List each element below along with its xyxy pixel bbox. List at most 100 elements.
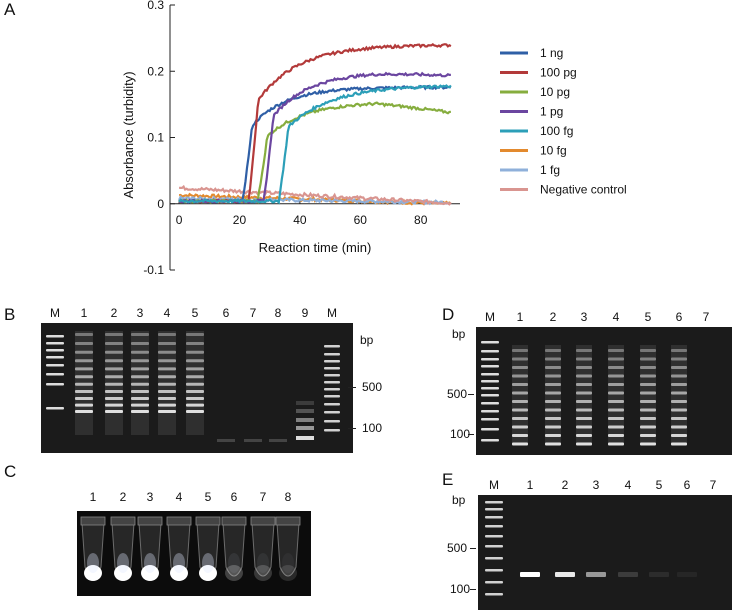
ladder-band [324,395,340,398]
ladder-band [481,341,499,344]
ladder-band [485,508,503,511]
product-band [520,572,540,577]
primer-band [244,439,262,442]
gel-b-tick-500 [348,387,356,388]
sample-lane [75,331,93,435]
gel-b-bp-100: 100 [362,421,383,435]
gel-e-lane-label: 6 [683,478,691,492]
gel-d-lane-label: M [485,310,495,324]
sample-lane [545,345,561,446]
ladder-band [481,380,499,383]
ladder-band [324,353,340,356]
gel-e-lane-label: 4 [624,478,632,492]
gel-d-lane-label: 1 [516,310,524,324]
sample-lane [131,331,149,435]
y-tick-label: -0.1 [143,263,164,277]
tube [275,516,301,581]
primer-band [269,439,287,442]
sample-lane [671,345,687,446]
gel-b-lane-label: M [327,306,337,320]
ladder-band [481,358,499,361]
gel-d-bp-unit: bp [452,327,466,341]
lane9-band [296,436,314,440]
product-band [555,572,575,577]
lane9-band [296,418,314,422]
gel-b-lane-label: 7 [249,306,257,320]
sample-lane [186,331,204,435]
ladder-band [485,501,503,504]
y-axis-label: Absorbance (turbidity) [121,71,136,198]
gel-b-lane-label: 3 [136,306,144,320]
ladder-band [46,349,64,352]
sample-lane [576,345,592,446]
turbidity-chart: -0.1 0 0.1 0.2 0.3 0 20 40 60 80 Reaction time (mi… [121,0,627,277]
ladder-band [324,388,340,391]
ladder-band [324,403,340,406]
y-tick-label: 0 [157,197,164,211]
sample-lane [158,331,176,435]
ladder-band [46,342,64,345]
gel-e-tick-100 [470,589,476,590]
sample-lane [105,331,123,435]
series-line [179,184,452,206]
ladder-band [324,429,340,432]
ladder-band [324,411,340,414]
tube [80,516,106,581]
panel-e-label: E [442,470,454,489]
gel-e-bp-500: 500 [447,541,468,555]
ladder-band [485,535,503,538]
ladder-band [485,569,503,572]
tube [195,516,221,581]
gel-b-lane-label: M [50,306,60,320]
tube-lane-label: 7 [259,490,267,504]
legend-label: 1 fg [540,163,560,177]
tube-lane-label: 4 [175,490,183,504]
gel-b-tick-100 [348,428,356,429]
tube-lane-label: 1 [89,490,97,504]
gel-e-image [478,495,732,610]
tube [110,516,136,581]
ladder-band [46,383,64,386]
ladder-band [46,335,64,338]
primer-band [217,439,235,442]
ladder-band [481,394,499,397]
gel-b-lane-label: 6 [222,306,230,320]
legend-label: 100 pg [540,66,577,80]
legend-label: Negative control [540,183,627,197]
legend-label: 10 pg [540,85,570,99]
ladder-band [485,545,503,548]
tube-photo [77,511,311,596]
legend-label: 10 fg [540,144,567,158]
legend-label: 1 pg [540,105,563,119]
gel-d-tick-100 [468,434,474,435]
gel-e-tick-500 [470,548,476,549]
legend-label: 100 fg [540,124,573,138]
gel-b-bp-500: 500 [362,380,383,394]
gel-b-lane-label: 9 [301,306,309,320]
series-line [178,43,452,205]
gel-d-lane-label: 2 [549,310,557,324]
gel-d-image [476,327,732,455]
x-tick-label: 0 [176,213,183,227]
tube [221,516,247,581]
lane9-band [296,409,314,413]
ladder-band [481,410,499,413]
gel-d-lane-label: 4 [612,310,620,324]
panel-b-label: B [4,305,16,324]
x-tick-label: 40 [293,213,307,227]
x-axis-label: Reaction time (min) [259,240,372,255]
gel-e-lane-label: 2 [561,478,569,492]
gel-b-lane-label: 1 [80,306,88,320]
gel-d-lane-label: 6 [675,310,683,324]
ladder-band [324,360,340,363]
ladder-band [481,350,499,353]
tube-lane-label: 5 [204,490,212,504]
ladder-band [324,420,340,423]
lane9-band [296,401,314,405]
tube [166,516,192,581]
x-tick-label: 80 [414,213,428,227]
gel-d-lane-label: 5 [644,310,652,324]
tube-lane-label: 6 [230,490,238,504]
tube-lane-label: 2 [119,490,127,504]
product-band [649,572,669,577]
